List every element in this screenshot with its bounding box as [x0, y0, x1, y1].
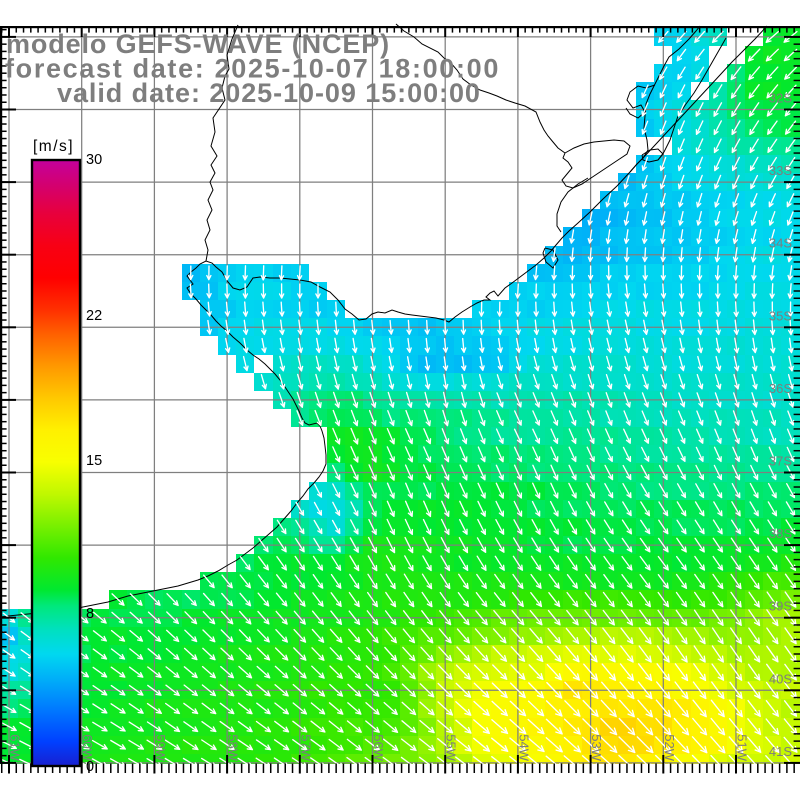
svg-text:32S: 32S — [769, 91, 792, 106]
svg-text:52W: 52W — [662, 734, 677, 761]
svg-text:22: 22 — [86, 308, 102, 324]
svg-text:valid date: 2025-10-09 15:00:0: valid date: 2025-10-09 15:00:00 — [57, 78, 481, 108]
svg-text:39S: 39S — [769, 599, 792, 614]
svg-text:37S: 37S — [769, 454, 792, 469]
svg-text:59W: 59W — [153, 734, 168, 761]
svg-text:54W: 54W — [516, 734, 531, 761]
svg-text:35S: 35S — [769, 308, 792, 323]
svg-text:30: 30 — [86, 152, 102, 168]
svg-text:0: 0 — [86, 759, 94, 775]
svg-text:34S: 34S — [769, 236, 792, 251]
svg-text:15: 15 — [86, 453, 102, 469]
svg-text:57W: 57W — [298, 734, 313, 761]
svg-text:36S: 36S — [769, 381, 792, 396]
svg-text:56W: 56W — [371, 734, 386, 761]
svg-text:40S: 40S — [769, 671, 792, 686]
svg-text:61W: 61W — [8, 734, 23, 761]
svg-text:[m/s]: [m/s] — [33, 138, 74, 155]
svg-text:33S: 33S — [769, 163, 792, 178]
svg-text:8: 8 — [86, 606, 94, 622]
svg-text:51W: 51W — [735, 734, 750, 761]
svg-text:58W: 58W — [226, 734, 241, 761]
svg-text:55W: 55W — [444, 734, 459, 761]
svg-text:38S: 38S — [769, 526, 792, 541]
svg-text:41S: 41S — [769, 744, 792, 759]
svg-text:60W: 60W — [80, 734, 95, 761]
svg-text:53W: 53W — [589, 734, 604, 761]
